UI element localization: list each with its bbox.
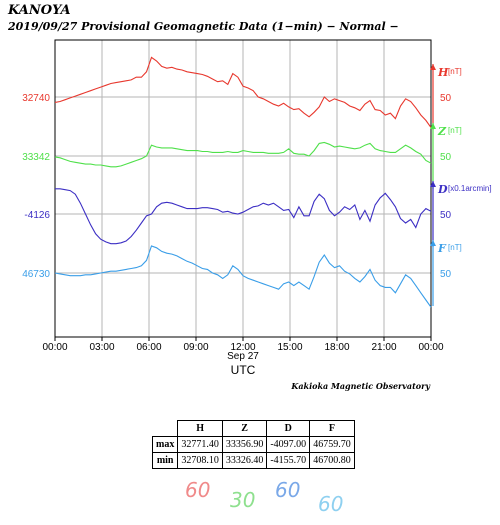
stats-cell: 33356.90: [221, 436, 268, 453]
scale-label-z: 50: [440, 152, 452, 163]
component-unit-z: [nT]: [448, 126, 462, 135]
handwritten-note-2: 30: [230, 488, 256, 512]
stats-row-min: min 32708.10 33326.40 -4155.70 46700.80: [151, 452, 355, 469]
scale-arrow-head: [430, 240, 436, 246]
stats-header-z: Z: [221, 420, 268, 437]
stats-header-blank: [153, 421, 178, 437]
observatory-credit: Kakioka Magnetic Observatory: [290, 381, 431, 391]
stats-table: H Z D F max 32771.40 33356.90 -4097.00 4…: [151, 420, 355, 469]
scale-label-d: 50: [440, 210, 452, 221]
handwritten-note-3: 60: [275, 478, 301, 502]
stats-header-d: D: [266, 420, 311, 437]
x-tick-label: 12:00: [230, 342, 255, 353]
x-tick-label: 15:00: [277, 342, 302, 353]
baseline-label-h: 32740: [22, 93, 50, 104]
stats-header-f: F: [309, 420, 355, 437]
component-unit-h: [nT]: [448, 67, 462, 76]
x-tick-label: 18:00: [324, 342, 349, 353]
x-tick-label: 21:00: [371, 342, 396, 353]
component-unit-f: [nT]: [448, 243, 462, 252]
stats-cell: 32771.40: [177, 436, 223, 453]
scale-arrow-head: [430, 64, 436, 70]
station-title: KANOYA: [8, 3, 71, 18]
x-tick-label: 06:00: [136, 342, 161, 353]
series-line-f: [54, 245, 432, 308]
component-letter-f: F: [437, 242, 447, 255]
right-scale-axes: H [nT]50Z [nT]50D [x0.1arcmin]50F [nT]50: [430, 64, 492, 306]
x-tick-label: 03:00: [89, 342, 114, 353]
component-letter-z: Z: [437, 125, 447, 138]
stats-row-label: min: [151, 452, 179, 469]
baseline-label-d: -4126: [24, 210, 50, 221]
scale-arrow-head: [430, 181, 436, 187]
chart-subtitle: 2019/09/27 Provisional Geomagnetic Data …: [8, 20, 399, 33]
stats-cell: 32708.10: [177, 452, 223, 469]
stats-cell: 33326.40: [221, 452, 268, 469]
stats-cell: 46700.80: [309, 452, 355, 469]
chart-grid: [55, 40, 431, 337]
stats-cell: -4097.00: [266, 436, 311, 453]
stats-cell: 46759.70: [309, 436, 355, 453]
stats-cell: -4155.70: [266, 452, 311, 469]
scale-label-h: 50: [440, 93, 452, 104]
baseline-label-f: 46730: [22, 269, 50, 280]
component-unit-d: [x0.1arcmin]: [448, 184, 492, 193]
stats-header-h: H: [177, 420, 223, 437]
x-tick-labels: 00:00 03:00 06:00 09:00 12:00 15:00 18:00 21:00…: [42, 337, 444, 353]
x-tick-label: 00:00: [42, 342, 67, 353]
scale-label-f: 50: [440, 269, 452, 280]
series-line-d: [55, 188, 432, 245]
series-line-z: [54, 141, 432, 168]
date-label: Sep 27: [227, 351, 259, 362]
stats-row-max: max 32771.40 33356.90 -4097.00 46759.70: [151, 436, 355, 453]
component-letter-d: D: [437, 183, 448, 196]
scale-arrow-head: [430, 123, 436, 129]
stats-row-label: max: [151, 436, 179, 453]
component-letter-h: H: [437, 66, 449, 79]
stats-header-row: H Z D F: [153, 420, 355, 437]
baseline-label-z: 33342: [22, 152, 50, 163]
handwritten-note-1: 60: [185, 478, 211, 502]
series-layer: [54, 56, 432, 308]
left-baseline-labels: 32740 33342 -4126 46730: [22, 93, 50, 280]
handwritten-note-4: 60: [318, 492, 344, 516]
x-tick-label: 00:00: [418, 342, 443, 353]
x-tick-label: 09:00: [183, 342, 208, 353]
series-line-h: [54, 56, 432, 128]
x-axis-label: UTC: [231, 363, 256, 377]
